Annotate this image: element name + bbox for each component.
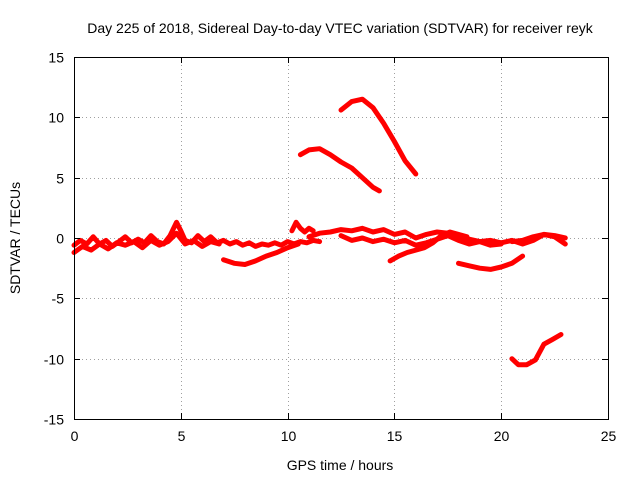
series-line-s7 bbox=[456, 253, 526, 272]
y-axis-label: SDTVAR / TECUs bbox=[7, 182, 23, 294]
chart-title: Day 225 of 2018, Sidereal Day-to-day VTE… bbox=[87, 20, 593, 36]
series-line-s8 bbox=[509, 231, 568, 245]
series-line-s4 bbox=[338, 233, 504, 248]
x-tick-label: 0 bbox=[71, 428, 79, 444]
x-tick-label: 15 bbox=[387, 428, 403, 444]
y-tick-label: 10 bbox=[48, 110, 64, 126]
y-tick-label: -5 bbox=[52, 291, 65, 307]
series-line-s9 bbox=[289, 219, 316, 235]
series-layer bbox=[71, 96, 568, 368]
y-tick-label: 15 bbox=[48, 50, 64, 66]
axis-ticks: 0 5 10 15 20 25 -15 -10 -5 0 5 10 15 bbox=[44, 50, 617, 445]
x-tick-label: 5 bbox=[178, 428, 186, 444]
x-tick-label: 25 bbox=[601, 428, 617, 444]
series-line-s10 bbox=[297, 146, 382, 194]
y-tick-label: 5 bbox=[56, 171, 64, 187]
series-line-s6 bbox=[221, 241, 301, 267]
series-line-s3 bbox=[306, 225, 568, 247]
series-line-s5 bbox=[387, 229, 470, 264]
y-tick-label: -10 bbox=[44, 352, 64, 368]
y-tick-label: -15 bbox=[44, 412, 64, 428]
series-line-s2 bbox=[71, 230, 222, 255]
series-line-s12 bbox=[509, 332, 564, 368]
y-tick-label: 0 bbox=[56, 231, 64, 247]
x-tick-label: 20 bbox=[494, 428, 510, 444]
x-axis-label: GPS time / hours bbox=[287, 457, 394, 473]
series-line-s11 bbox=[338, 96, 419, 177]
x-tick-label: 10 bbox=[281, 428, 297, 444]
